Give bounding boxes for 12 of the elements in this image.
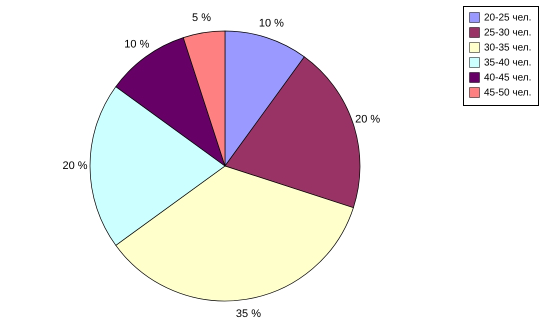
- legend-label: 40-45 чел.: [484, 72, 532, 84]
- data-label: 35 %: [236, 308, 262, 320]
- legend-label: 35-40 чел.: [484, 58, 532, 68]
- data-label: 10 %: [124, 38, 150, 51]
- legend-label: 45-50 чел.: [484, 88, 532, 98]
- data-label: 20 %: [355, 114, 380, 126]
- legend-label: 25-30 чел.: [484, 28, 532, 38]
- legend-label: 30-35 чел.: [484, 42, 532, 54]
- data-label: 10 %: [258, 17, 284, 30]
- data-label: 20 %: [62, 160, 88, 172]
- data-label: 5 %: [192, 12, 212, 24]
- legend-label: 20-25 чел.: [484, 12, 532, 24]
